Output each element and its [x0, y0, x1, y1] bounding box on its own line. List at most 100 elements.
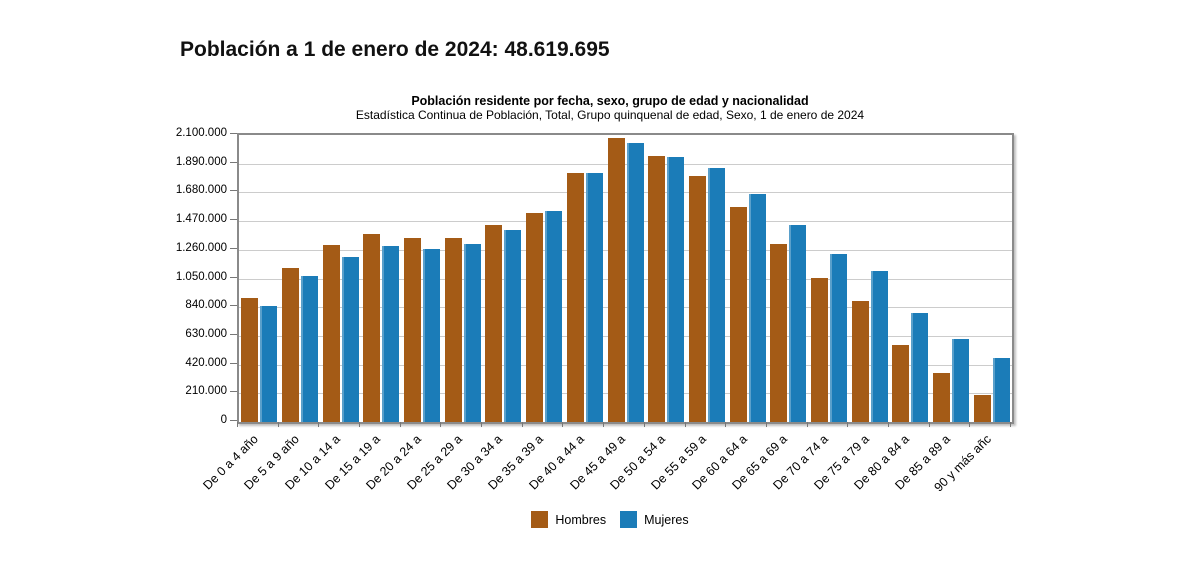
x-axis-tick: [765, 422, 767, 427]
legend-item-hombres[interactable]: Hombres: [531, 511, 606, 528]
legend: Hombres Mujeres: [170, 511, 1050, 528]
bar-mujeres-de-75-a-79-a[interactable]: [870, 270, 888, 422]
y-axis-tick: [230, 219, 237, 221]
bar-hombres-de-5-a-9-año[interactable]: [282, 267, 300, 422]
bar-mujeres-de-65-a-69-a[interactable]: [789, 224, 807, 422]
y-axis-label: 420.000: [185, 356, 227, 369]
y-axis-label: 0: [220, 414, 227, 426]
bar-mujeres-de-0-a-4-año[interactable]: [260, 305, 278, 422]
y-axis-label: 210.000: [185, 385, 227, 398]
y-axis-tick: [230, 420, 237, 421]
x-axis-tick: [562, 422, 564, 427]
population-chart-widget: Población residente por fecha, sexo, gru…: [170, 90, 1050, 555]
gridline: [239, 192, 1012, 194]
y-axis-label: 1.680.000: [175, 184, 227, 197]
x-axis-tick: [684, 422, 686, 427]
bar-hombres-de-75-a-79-a[interactable]: [851, 301, 869, 422]
bar-mujeres-de-40-a-44-a[interactable]: [585, 173, 603, 422]
bar-mujeres-de-30-a-34-a[interactable]: [504, 229, 522, 422]
x-axis-tick: [399, 422, 401, 427]
gridline: [239, 163, 1012, 165]
y-axis-tick: [230, 362, 237, 364]
gridline: [239, 335, 1012, 337]
gridline: [239, 364, 1012, 366]
bar-mujeres-de-50-a-54-a[interactable]: [667, 156, 685, 422]
gridline: [239, 278, 1012, 280]
bar-hombres-de-45-a-49-a[interactable]: [607, 137, 625, 422]
y-axis-tick: [230, 247, 237, 249]
bar-mujeres-de-55-a-59-a[interactable]: [707, 167, 725, 422]
x-axis-tick: [887, 422, 889, 427]
x-axis-tick: [318, 422, 320, 427]
plot-area: [237, 133, 1014, 424]
y-axis-label: 1.260.000: [175, 241, 227, 254]
y-axis-tick: [230, 276, 237, 278]
x-axis-tick: [806, 422, 808, 427]
y-axis-tick: [230, 161, 237, 163]
x-axis-tick: [1010, 422, 1011, 427]
chart-subtitle: Estadística Continua de Población, Total…: [355, 108, 865, 122]
x-axis-tick: [359, 422, 361, 427]
y-axis-tick: [230, 133, 237, 134]
y-axis-label: 1.470.000: [175, 213, 227, 226]
bar-hombres-de-20-a-24-a[interactable]: [404, 238, 422, 422]
y-axis-tick: [230, 190, 237, 192]
x-axis-label-90-y-más-añc: 90 y más añc: [931, 432, 994, 495]
hombres-swatch-icon: [531, 511, 549, 528]
y-axis-label: 1.890.000: [175, 155, 227, 168]
bar-mujeres-de-45-a-49-a[interactable]: [626, 143, 644, 422]
bar-hombres-90-y-más-añc[interactable]: [973, 394, 991, 422]
bar-hombres-de-25-a-29-a[interactable]: [444, 238, 462, 422]
bar-hombres-de-40-a-44-a[interactable]: [566, 172, 584, 422]
x-axis-tick: [237, 422, 238, 427]
bar-mujeres-90-y-más-añc[interactable]: [992, 358, 1010, 422]
bar-mujeres-de-70-a-74-a[interactable]: [829, 253, 847, 422]
bar-hombres-de-0-a-4-año[interactable]: [241, 298, 259, 422]
y-axis-tick: [230, 305, 237, 307]
x-axis-tick: [643, 422, 645, 427]
bar-mujeres-de-80-a-84-a[interactable]: [911, 313, 929, 422]
gridline: [239, 249, 1012, 251]
bar-mujeres-de-35-a-39-a[interactable]: [545, 210, 563, 422]
bar-hombres-de-10-a-14-a[interactable]: [322, 245, 340, 422]
bar-mujeres-de-25-a-29-a[interactable]: [463, 244, 481, 422]
x-axis-tick: [847, 422, 849, 427]
bar-mujeres-de-20-a-24-a[interactable]: [423, 249, 441, 422]
legend-label-hombres: Hombres: [555, 512, 607, 527]
bar-mujeres-de-60-a-64-a[interactable]: [748, 193, 766, 422]
plot-inner: [239, 135, 1012, 422]
x-axis-tick: [725, 422, 727, 427]
gridline: [239, 393, 1012, 395]
bar-hombres-de-60-a-64-a[interactable]: [729, 207, 747, 422]
y-axis-label: 2.100.000: [175, 127, 227, 139]
bar-hombres-de-85-a-89-a[interactable]: [932, 373, 950, 422]
y-axis-tick: [230, 391, 237, 393]
y-axis-label: 840.000: [185, 299, 227, 312]
x-axis-tick: [521, 422, 523, 427]
chart-title: Población residente por fecha, sexo, gru…: [411, 94, 809, 108]
bar-hombres-de-35-a-39-a[interactable]: [526, 212, 544, 422]
x-axis-tick: [969, 422, 971, 427]
x-axis-tick: [481, 422, 483, 427]
y-axis-label: 1.050.000: [175, 270, 227, 283]
bar-mujeres-de-10-a-14-a[interactable]: [341, 256, 359, 422]
mujeres-swatch-icon: [620, 511, 638, 528]
bar-mujeres-de-5-a-9-año[interactable]: [301, 275, 319, 422]
bar-hombres-de-50-a-54-a[interactable]: [648, 156, 666, 422]
bar-hombres-de-65-a-69-a[interactable]: [770, 243, 788, 422]
y-axis-label: 630.000: [185, 327, 227, 340]
bar-mujeres-de-85-a-89-a[interactable]: [951, 338, 969, 422]
legend-label-mujeres: Mujeres: [644, 512, 689, 527]
bar-hombres-de-80-a-84-a[interactable]: [892, 344, 910, 422]
y-axis-tick: [230, 333, 237, 335]
x-axis-tick: [277, 422, 279, 427]
bar-hombres-de-30-a-34-a[interactable]: [485, 225, 503, 422]
gridline: [239, 221, 1012, 223]
x-axis-tick: [603, 422, 605, 427]
bar-mujeres-de-15-a-19-a[interactable]: [382, 245, 400, 422]
bar-hombres-de-15-a-19-a[interactable]: [363, 234, 381, 422]
gridline: [239, 307, 1012, 309]
bar-hombres-de-55-a-59-a[interactable]: [688, 176, 706, 422]
legend-item-mujeres[interactable]: Mujeres: [620, 511, 689, 528]
bar-hombres-de-70-a-74-a[interactable]: [810, 277, 828, 422]
